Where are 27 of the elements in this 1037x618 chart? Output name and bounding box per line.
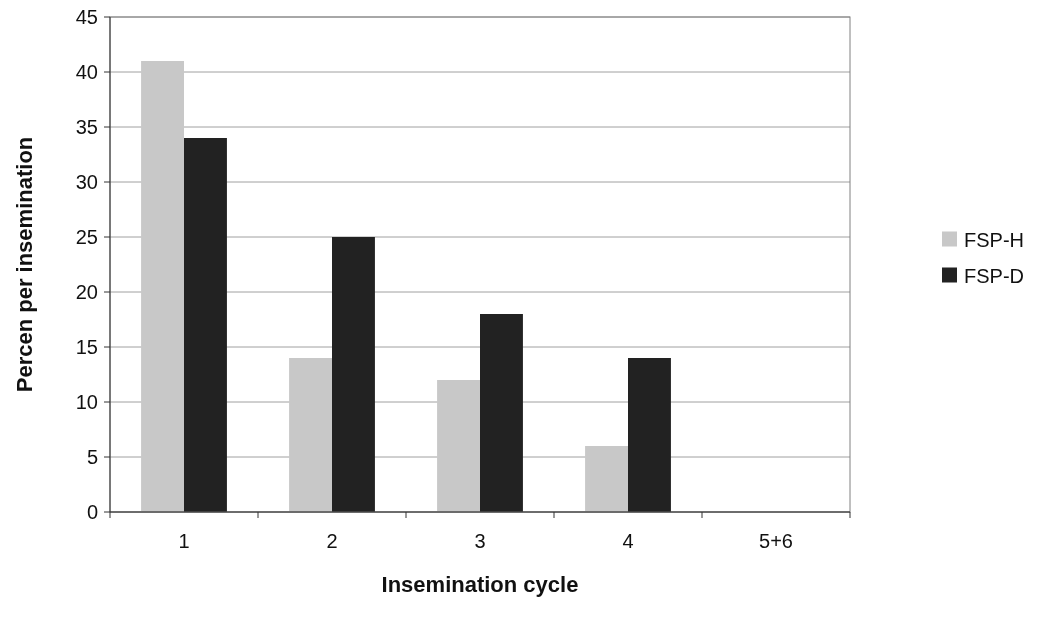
y-tick-label: 25 xyxy=(75,226,98,248)
x-tick-label: 4 xyxy=(622,530,634,552)
x-tick-label: 3 xyxy=(474,530,486,552)
y-tick-label: 0 xyxy=(86,501,98,523)
x-tick-label: 1 xyxy=(178,530,190,552)
bar xyxy=(628,358,671,512)
legend-label: FSP-D xyxy=(964,264,1024,287)
y-tick-label: 5 xyxy=(86,446,98,468)
bar xyxy=(480,314,523,512)
bar xyxy=(585,446,628,512)
x-tick-label: 5+6 xyxy=(759,530,793,552)
y-tick-label: 15 xyxy=(75,336,98,358)
y-tick-label: 40 xyxy=(75,61,98,83)
x-axis-title: Insemination cycle xyxy=(381,572,579,597)
bar xyxy=(141,61,184,512)
x-tick-label: 2 xyxy=(326,530,338,552)
y-tick-label: 30 xyxy=(75,171,98,193)
y-tick-label: 35 xyxy=(75,116,98,138)
y-axis-title: Percen per insemination xyxy=(12,136,37,393)
bar xyxy=(184,138,227,512)
bar xyxy=(437,380,480,512)
bar xyxy=(332,237,375,512)
y-tick-label: 20 xyxy=(75,281,98,303)
y-tick-label: 10 xyxy=(75,391,98,413)
y-tick-label: 45 xyxy=(75,6,98,28)
legend-label: FSP-H xyxy=(964,228,1024,251)
bar xyxy=(289,358,332,512)
